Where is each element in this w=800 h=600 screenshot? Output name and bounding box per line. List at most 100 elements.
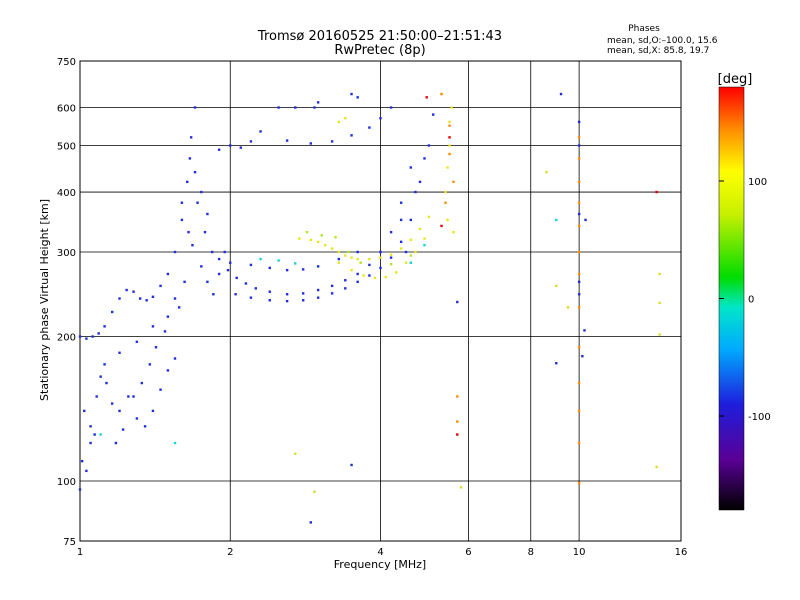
data-point: [78, 335, 82, 338]
data-point: [145, 299, 148, 302]
data-point: [577, 272, 581, 276]
data-point: [135, 340, 139, 344]
data-point: [285, 299, 289, 303]
data-point: [80, 459, 84, 463]
data-point: [427, 215, 431, 219]
data-point: [350, 134, 353, 137]
data-point: [118, 351, 121, 354]
data-point: [177, 306, 181, 309]
data-point: [456, 420, 459, 423]
data-point: [452, 230, 455, 234]
data-point: [254, 287, 257, 290]
data-point: [217, 148, 221, 151]
data-point: [217, 272, 221, 276]
data-point: [655, 465, 658, 469]
data-point: [368, 126, 371, 129]
data-point: [301, 299, 305, 302]
data-point: [399, 218, 403, 222]
chart-title: Tromsø 20160525 21:50:00–21:51:43: [257, 29, 502, 44]
data-point: [577, 280, 581, 284]
data-point: [143, 425, 147, 428]
data-point: [95, 395, 98, 398]
data-point: [103, 363, 106, 366]
data-point: [577, 250, 581, 254]
data-point: [577, 441, 581, 445]
data-point: [356, 250, 359, 254]
data-point: [97, 332, 100, 335]
data-point: [577, 306, 581, 309]
data-point: [446, 166, 449, 169]
data-point: [309, 142, 312, 145]
data-point: [316, 288, 320, 292]
data-point: [121, 428, 125, 431]
data-point: [285, 293, 289, 296]
data-point: [448, 124, 451, 127]
data-point: [132, 290, 135, 293]
data-point: [277, 106, 280, 109]
data-point: [173, 357, 177, 360]
data-point: [350, 268, 353, 272]
data-point: [379, 266, 382, 270]
data-point: [294, 262, 297, 265]
data-point: [344, 287, 347, 290]
data-point: [373, 276, 377, 280]
data-point: [577, 180, 581, 184]
data-point: [350, 256, 353, 259]
data-point: [577, 144, 581, 147]
data-point: [206, 212, 209, 216]
y-tick-label: 100: [57, 477, 76, 488]
y-tick-label: 300: [57, 248, 76, 259]
data-point: [334, 236, 337, 239]
data-point: [577, 293, 581, 296]
stats-line-x: mean, sd,X: 85.8, 19.7: [607, 46, 709, 56]
data-point: [409, 254, 412, 257]
data-point: [244, 282, 248, 285]
data-point: [379, 250, 382, 254]
data-point: [330, 247, 334, 250]
data-point: [359, 261, 362, 264]
data-point: [301, 292, 305, 295]
x-axis-ticks: 1 2 4 6 8 10 16: [77, 547, 688, 558]
data-point: [173, 250, 177, 254]
data-point: [431, 113, 435, 116]
data-point: [423, 237, 426, 240]
data-point: [166, 315, 170, 318]
data-point: [356, 257, 359, 261]
grid: [80, 61, 681, 541]
data-point: [409, 166, 412, 169]
data-point: [166, 272, 170, 276]
data-point: [350, 92, 353, 96]
data-point: [446, 218, 449, 222]
data-point: [193, 106, 197, 109]
data-point: [427, 144, 431, 147]
data-point: [234, 293, 237, 296]
data-point: [368, 263, 371, 267]
data-point: [337, 120, 341, 124]
data-point: [577, 201, 581, 204]
data-point: [309, 238, 312, 242]
data-point: [448, 144, 451, 147]
data-point: [577, 409, 581, 413]
data-point: [154, 346, 158, 349]
data-point: [448, 136, 451, 139]
data-point: [337, 250, 341, 254]
data-point: [110, 310, 114, 314]
data-point: [655, 190, 658, 194]
data-point: [384, 275, 388, 279]
data-point: [409, 218, 412, 222]
colorbar-tick-label: -100: [748, 412, 771, 423]
data-point: [344, 117, 347, 120]
data-point: [581, 354, 584, 358]
data-point: [285, 268, 289, 272]
data-point: [450, 106, 453, 109]
colorbar-ticks: 100 0 -100: [719, 177, 771, 423]
data-point: [658, 301, 661, 305]
x-axis-label: Frequency [MHz]: [334, 558, 426, 571]
stats-line-o: mean, sd,O:–100.0, 15.6: [607, 36, 718, 46]
x-tick-label: 2: [227, 547, 233, 558]
data-point: [229, 261, 232, 264]
data-point: [173, 441, 177, 445]
data-point: [217, 257, 221, 261]
data-point: [183, 280, 186, 284]
data-point: [223, 250, 226, 254]
